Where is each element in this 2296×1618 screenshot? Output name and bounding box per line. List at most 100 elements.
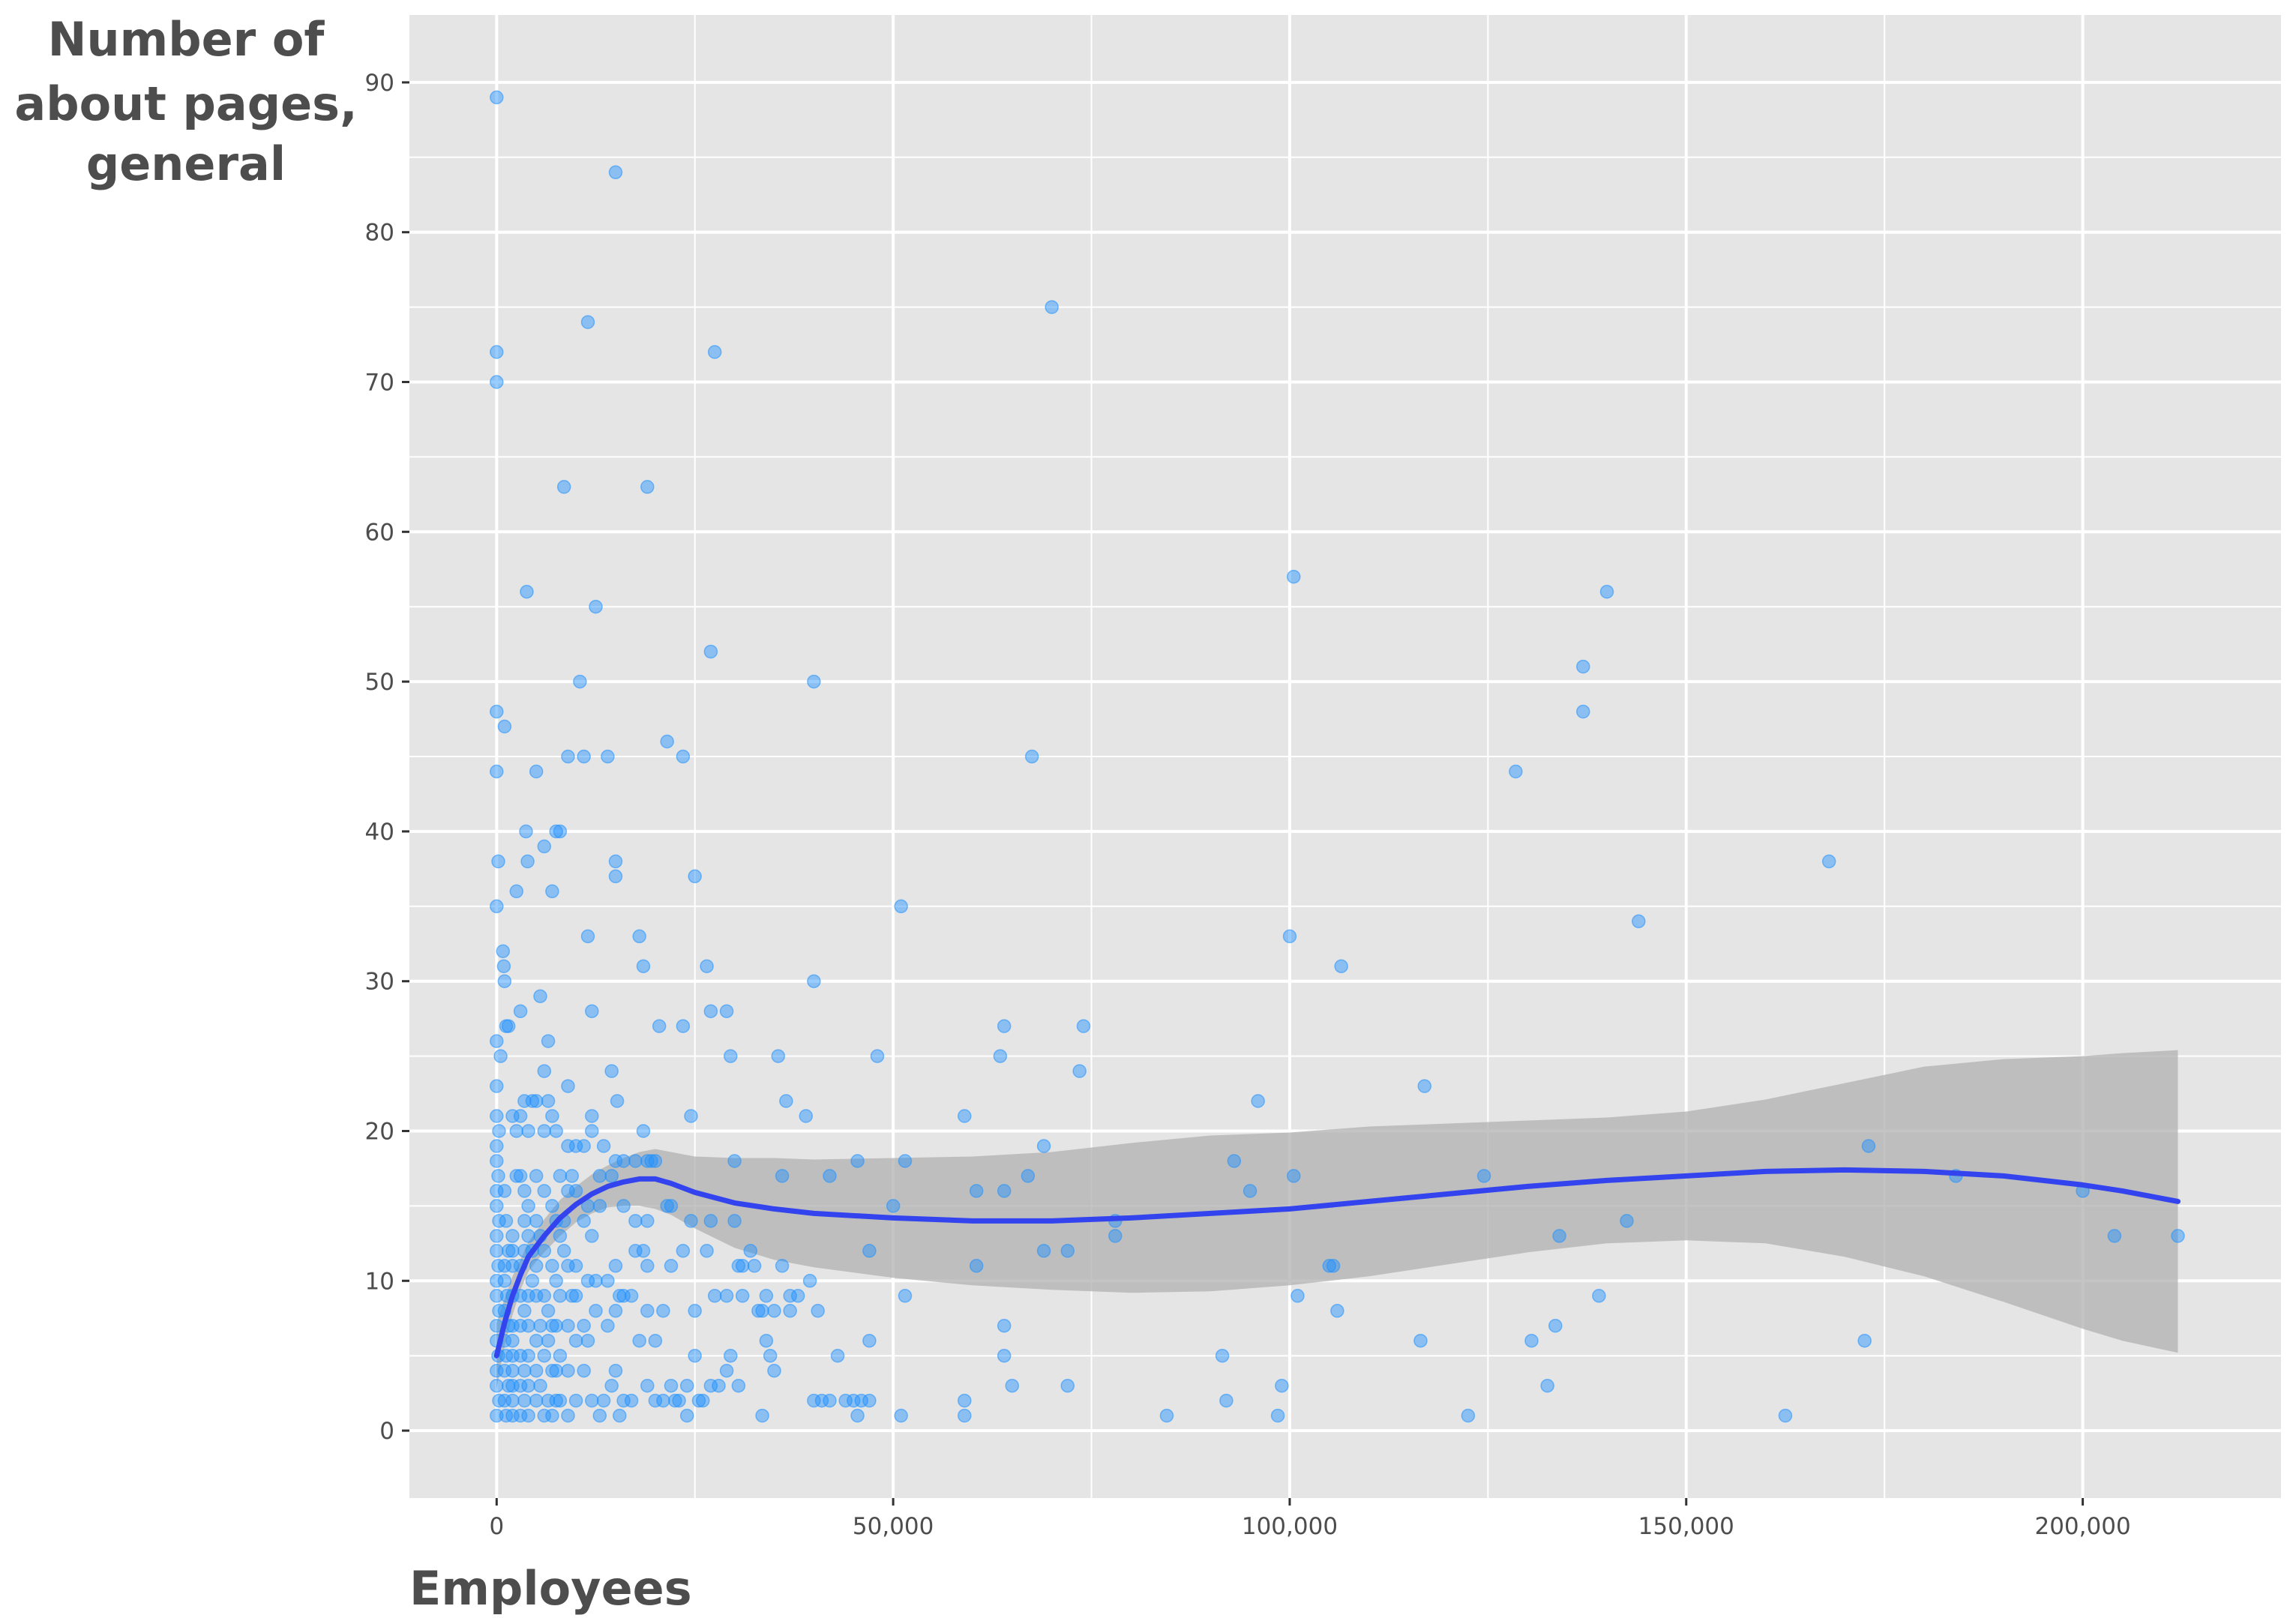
data-point <box>850 1408 865 1423</box>
data-point <box>616 1289 631 1303</box>
data-point <box>541 1304 556 1318</box>
data-point <box>596 1393 611 1408</box>
data-point <box>541 1094 556 1108</box>
data-point <box>1060 1244 1075 1258</box>
data-point <box>850 1154 865 1168</box>
data-point <box>490 1363 504 1378</box>
data-point <box>505 1109 520 1123</box>
data-point <box>573 674 587 689</box>
data-point <box>751 1304 766 1318</box>
data-point <box>1524 1333 1539 1348</box>
data-point <box>1857 1333 1872 1348</box>
data-point <box>624 1289 639 1303</box>
data-point <box>541 1034 556 1048</box>
data-point <box>1599 584 1614 599</box>
data-point <box>790 1289 805 1303</box>
data-point <box>580 315 595 329</box>
data-point <box>513 1318 528 1333</box>
data-point <box>1576 704 1590 719</box>
data-point <box>561 749 575 764</box>
data-point <box>490 1229 504 1243</box>
data-point <box>490 1139 504 1153</box>
data-point <box>509 884 524 899</box>
data-point <box>568 1393 583 1408</box>
data-point <box>545 1259 559 1273</box>
data-point <box>898 1154 913 1168</box>
data-point <box>679 1378 694 1393</box>
y-tick-label: 70 <box>365 370 394 397</box>
data-point <box>505 1378 520 1393</box>
y-axis-label: Number of about pages, general <box>14 12 357 191</box>
data-point <box>1548 1318 1563 1333</box>
data-point <box>509 1124 524 1138</box>
data-point <box>529 1289 544 1303</box>
data-point <box>533 1318 547 1333</box>
data-point <box>520 584 534 599</box>
data-point <box>1045 300 1059 314</box>
data-point <box>505 1408 520 1423</box>
data-point <box>847 1393 861 1408</box>
data-point <box>703 1378 718 1393</box>
data-point <box>997 1184 1012 1198</box>
data-point <box>644 1154 658 1168</box>
data-point <box>1060 1378 1075 1393</box>
data-point <box>529 1363 544 1378</box>
data-point <box>1251 1094 1265 1108</box>
data-point <box>799 1109 814 1123</box>
data-point <box>636 1244 651 1258</box>
data-point <box>640 1214 655 1228</box>
data-point <box>807 974 821 988</box>
data-point <box>501 1378 516 1393</box>
data-point <box>556 1244 571 1258</box>
data-point <box>505 1333 520 1348</box>
data-point <box>727 1214 742 1228</box>
data-point <box>724 1348 738 1363</box>
data-point <box>537 1244 552 1258</box>
data-point <box>894 1408 908 1423</box>
data-point <box>660 734 674 749</box>
data-point <box>580 1274 595 1288</box>
data-point <box>491 1169 505 1183</box>
data-point <box>568 1333 583 1348</box>
data-point <box>1620 1214 1634 1228</box>
data-point <box>521 1318 535 1333</box>
data-point <box>1076 1019 1091 1033</box>
data-point <box>521 1289 535 1303</box>
data-point <box>549 1318 563 1333</box>
data-point <box>496 959 511 973</box>
data-point <box>1270 1408 1285 1423</box>
data-point <box>490 1184 504 1198</box>
data-point <box>553 1229 568 1243</box>
smooth-trend-line <box>493 1167 2181 1359</box>
data-point <box>676 749 691 764</box>
data-point <box>1021 1169 1036 1183</box>
data-point <box>1576 659 1590 674</box>
data-point <box>660 1199 674 1213</box>
data-point <box>1108 1229 1123 1243</box>
data-point <box>679 1408 694 1423</box>
data-point <box>823 1393 837 1408</box>
data-point <box>549 1393 563 1408</box>
y-tick-label: 90 <box>365 70 394 97</box>
data-point <box>537 1348 552 1363</box>
data-point <box>672 1393 686 1408</box>
data-point <box>783 1304 797 1318</box>
data-point <box>775 1259 790 1273</box>
data-point <box>2171 1229 2185 1243</box>
data-point <box>513 1378 528 1393</box>
data-point <box>1417 1079 1432 1093</box>
data-point <box>549 1124 563 1138</box>
data-point <box>608 854 623 869</box>
data-point <box>521 1229 535 1243</box>
data-point <box>561 1184 575 1198</box>
data-point <box>648 1393 663 1408</box>
data-point <box>969 1259 984 1273</box>
data-point <box>958 1408 972 1423</box>
data-point <box>743 1244 758 1258</box>
data-point <box>490 1034 504 1048</box>
data-point <box>707 1289 722 1303</box>
data-point <box>513 1408 528 1423</box>
data-point <box>1326 1259 1341 1273</box>
data-point <box>763 1348 778 1363</box>
data-point <box>549 1363 563 1378</box>
